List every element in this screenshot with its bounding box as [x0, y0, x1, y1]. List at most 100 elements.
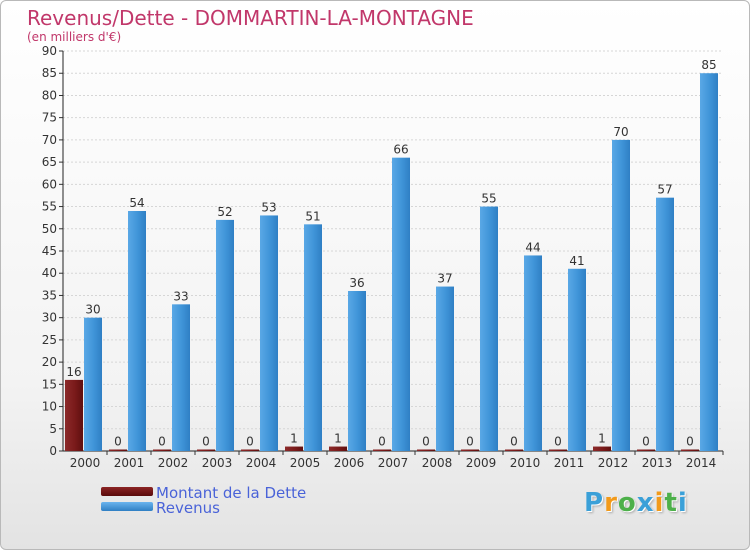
- data-label-dette-2008: 0: [422, 435, 430, 449]
- y-tick-label: 55: [42, 200, 57, 214]
- data-label-revenus-2006: 36: [349, 276, 364, 290]
- x-tick-label: 2014: [686, 456, 717, 470]
- bar-revenus-2011: [568, 268, 586, 451]
- x-tick-label: 2007: [378, 456, 409, 470]
- data-label-dette-2006: 1: [334, 432, 342, 446]
- bar-revenus-2014: [700, 73, 718, 451]
- y-tick-label: 75: [42, 111, 57, 125]
- bars-layer: [65, 73, 718, 451]
- data-label-dette-2000: 16: [66, 365, 81, 379]
- bar-dette-2008: [417, 449, 435, 451]
- y-tick-label: 45: [42, 244, 57, 258]
- bar-revenus-2005: [304, 224, 322, 451]
- data-label-revenus-2007: 66: [393, 143, 408, 157]
- data-label-revenus-2012: 70: [613, 125, 628, 139]
- bar-revenus-2000: [84, 317, 102, 451]
- data-label-revenus-2009: 55: [481, 192, 496, 206]
- data-label-revenus-2001: 54: [129, 196, 144, 210]
- bar-revenus-2006: [348, 291, 366, 451]
- y-tick-label: 50: [42, 222, 57, 236]
- data-label-dette-2001: 0: [114, 435, 122, 449]
- data-label-dette-2009: 0: [466, 435, 474, 449]
- data-label-dette-2010: 0: [510, 435, 518, 449]
- x-tick-label: 2002: [158, 456, 189, 470]
- data-label-revenus-2008: 37: [437, 272, 452, 286]
- y-tick-label: 15: [42, 377, 57, 391]
- chart-title: Revenus/Dette - DOMMARTIN-LA-MONTAGNE: [27, 6, 474, 30]
- x-tick-label: 2000: [70, 456, 101, 470]
- data-label-dette-2013: 0: [642, 435, 650, 449]
- proxiti-logo: Proxiti: [584, 488, 688, 518]
- legend-label-dette: Montant de la Dette: [156, 484, 307, 502]
- x-tick-label: 2004: [246, 456, 277, 470]
- data-label-dette-2004: 0: [246, 435, 254, 449]
- data-label-revenus-2011: 41: [569, 254, 584, 268]
- y-tick-label: 35: [42, 288, 57, 302]
- logo-letter: t: [664, 488, 678, 518]
- logo-letter: i: [654, 488, 665, 518]
- bar-dette-2001: [109, 449, 127, 451]
- logo-letter: i: [677, 488, 688, 518]
- x-tick-label: 2012: [598, 456, 629, 470]
- bar-dette-2000: [65, 379, 83, 451]
- data-label-revenus-2003: 52: [217, 205, 232, 219]
- bar-revenus-2002: [172, 304, 190, 451]
- data-label-revenus-2005: 51: [305, 209, 320, 223]
- y-tick-label: 65: [42, 155, 57, 169]
- bar-revenus-2013: [656, 197, 674, 451]
- y-tick-label: 20: [42, 355, 57, 369]
- y-tick-label: 5: [49, 422, 57, 436]
- bar-dette-2006: [329, 446, 347, 451]
- bar-dette-2009: [461, 449, 479, 451]
- data-label-revenus-2014: 85: [701, 58, 716, 72]
- y-tick-label: 70: [42, 133, 57, 147]
- logo-letter: x: [636, 488, 655, 518]
- data-label-dette-2002: 0: [158, 435, 166, 449]
- x-tick-label: 2008: [422, 456, 453, 470]
- bar-dette-2010: [505, 449, 523, 451]
- bar-dette-2002: [153, 449, 171, 451]
- y-tick-label: 30: [42, 311, 57, 325]
- x-tick-label: 2010: [510, 456, 541, 470]
- bar-dette-2007: [373, 449, 391, 451]
- y-tick-label: 90: [42, 44, 57, 58]
- data-label-dette-2005: 1: [290, 432, 298, 446]
- bar-revenus-2003: [216, 219, 234, 451]
- bar-revenus-2009: [480, 206, 498, 451]
- legend-label-revenus: Revenus: [156, 499, 220, 517]
- bar-dette-2005: [285, 446, 303, 451]
- bar-dette-2004: [241, 449, 259, 451]
- logo-letter: r: [604, 488, 618, 518]
- data-label-dette-2014: 0: [686, 435, 694, 449]
- legend-swatch-revenus: [101, 502, 153, 511]
- logo-letter: o: [617, 488, 637, 518]
- bar-revenus-2012: [612, 139, 630, 451]
- labels-layer: 0510152025303540455055606570758085902000…: [42, 44, 717, 470]
- y-tick-label: 0: [49, 444, 57, 458]
- bar-revenus-2007: [392, 157, 410, 451]
- bar-dette-2014: [681, 449, 699, 451]
- chart-subtitle: (en milliers d'€): [27, 30, 122, 44]
- y-tick-label: 25: [42, 333, 57, 347]
- y-tick-label: 80: [42, 88, 57, 102]
- y-tick-label: 60: [42, 177, 57, 191]
- data-label-revenus-2010: 44: [525, 240, 540, 254]
- bar-revenus-2004: [260, 215, 278, 451]
- data-label-revenus-2000: 30: [85, 303, 100, 317]
- x-tick-label: 2003: [202, 456, 233, 470]
- data-label-dette-2007: 0: [378, 435, 386, 449]
- data-label-dette-2012: 1: [598, 432, 606, 446]
- bar-dette-2013: [637, 449, 655, 451]
- x-tick-label: 2006: [334, 456, 365, 470]
- data-label-revenus-2004: 53: [261, 200, 276, 214]
- bar-revenus-2001: [128, 211, 146, 451]
- logo-letter: P: [584, 488, 605, 518]
- legend-swatch-dette: [101, 487, 153, 496]
- bar-dette-2011: [549, 449, 567, 451]
- bar-revenus-2008: [436, 286, 454, 451]
- x-tick-label: 2011: [554, 456, 585, 470]
- x-tick-label: 2009: [466, 456, 497, 470]
- bar-revenus-2010: [524, 255, 542, 451]
